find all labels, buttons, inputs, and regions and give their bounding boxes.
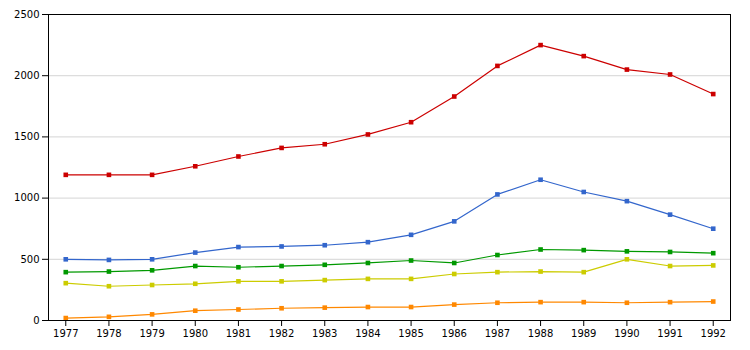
svg-text:1988: 1988 [528, 328, 553, 339]
svg-text:1978: 1978 [96, 328, 121, 339]
svg-text:0: 0 [33, 315, 39, 326]
svg-text:1983: 1983 [312, 328, 337, 339]
svg-text:1980: 1980 [183, 328, 208, 339]
svg-text:1990: 1990 [614, 328, 639, 339]
svg-text:1500: 1500 [14, 131, 39, 142]
svg-text:1989: 1989 [571, 328, 596, 339]
svg-text:1991: 1991 [657, 328, 682, 339]
svg-text:500: 500 [20, 253, 39, 264]
svg-text:1992: 1992 [701, 328, 726, 339]
svg-text:1985: 1985 [398, 328, 423, 339]
svg-text:1000: 1000 [14, 192, 39, 203]
svg-text:1984: 1984 [355, 328, 380, 339]
svg-text:2000: 2000 [14, 70, 39, 81]
svg-text:1982: 1982 [269, 328, 294, 339]
svg-text:1981: 1981 [226, 328, 251, 339]
svg-text:1987: 1987 [485, 328, 510, 339]
svg-text:1986: 1986 [442, 328, 467, 339]
svg-text:2500: 2500 [14, 9, 39, 20]
svg-text:1979: 1979 [139, 328, 164, 339]
svg-text:1977: 1977 [53, 328, 78, 339]
